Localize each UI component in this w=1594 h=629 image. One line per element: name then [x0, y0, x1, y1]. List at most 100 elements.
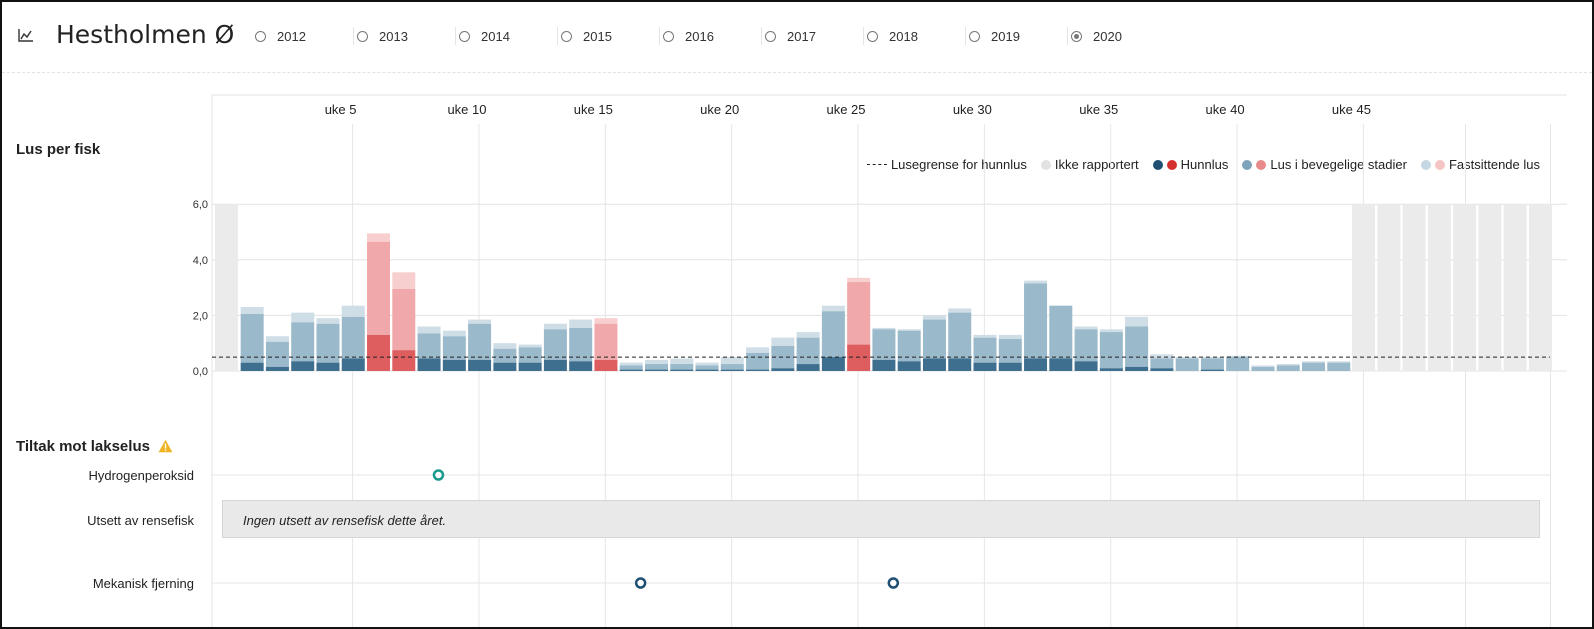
bar-bevegelige [1150, 358, 1174, 369]
blue-dot-icon [1152, 159, 1163, 170]
radio-icon[interactable] [867, 30, 878, 42]
bar-hunnlus [897, 361, 921, 371]
year-separator [659, 27, 660, 45]
bar-hunnlus [922, 358, 946, 371]
bar-fastsittende [670, 358, 694, 365]
tiltak-title-text: Tiltak mot lakselus [16, 438, 150, 455]
y-tick-label: 0,0 [193, 366, 208, 378]
bar-hunnlus [771, 368, 795, 371]
bar-fastsittende [1099, 329, 1123, 333]
year-separator [1067, 27, 1068, 45]
year-option-2018[interactable]: 2018 [864, 24, 966, 48]
bar-bevegelige [341, 316, 365, 359]
year-separator [557, 27, 558, 45]
year-option-2013[interactable]: 2013 [354, 24, 456, 48]
bar-fastsittende [619, 362, 643, 366]
radio-icon[interactable] [969, 30, 980, 42]
bar-fastsittende [973, 334, 997, 338]
legend: Lusegrense for hunnlus Ikke rapportert H… [866, 157, 1540, 172]
bar-bevegelige [442, 336, 466, 360]
bar-hunnlus [1049, 358, 1073, 371]
bar-hunnlus [594, 359, 618, 371]
treatment-marker [432, 469, 445, 481]
bar-fastsittende [392, 272, 416, 289]
bar-hunnlus [240, 362, 264, 371]
legend-limit[interactable]: Lusegrense for hunnlus [866, 157, 1027, 172]
bar-bevegelige [392, 288, 416, 351]
y-tick-label: 2,0 [193, 310, 208, 322]
year-label: 2013 [379, 28, 408, 44]
year-selector: 2012 2013 2014 2015 2016 2017 2018 2019 2020 [252, 24, 1170, 48]
bar-bevegelige [240, 314, 264, 363]
year-label: 2020 [1093, 28, 1122, 44]
year-separator [455, 27, 456, 45]
year-option-2017[interactable]: 2017 [762, 24, 864, 48]
warning-icon[interactable] [158, 439, 173, 453]
line-chart-icon[interactable] [18, 28, 34, 42]
legend-bevegelige[interactable]: Lus i bevegelige stadier [1242, 157, 1407, 172]
bar-fastsittende [695, 362, 719, 366]
year-option-2015[interactable]: 2015 [558, 24, 660, 48]
year-label: 2015 [583, 28, 612, 44]
blue-dot-icon [1242, 159, 1253, 170]
legend-hunnlus[interactable]: Hunnlus [1152, 157, 1228, 172]
treatment-marker [887, 577, 900, 589]
page-title: Hestholmen Ø [56, 20, 235, 49]
grey-dot-icon [1040, 159, 1051, 170]
bar-hunnlus [847, 344, 871, 371]
year-option-2019[interactable]: 2019 [966, 24, 1068, 48]
legend-fastsittende-label: Fastsittende lus [1448, 157, 1540, 172]
bar-bevegelige [1074, 329, 1098, 362]
bar-hunnlus [948, 358, 972, 371]
bar-hunnlus [619, 369, 643, 371]
radio-icon[interactable] [357, 30, 368, 42]
bar-bevegelige [1226, 357, 1250, 371]
bar-hunnlus [367, 334, 391, 371]
no-rensefisk-banner: Ingen utsett av rensefisk dette året. [222, 500, 1540, 538]
bar-fastsittende [1302, 361, 1326, 363]
legend-ikke-rapportert-label: Ikke rapportert [1054, 157, 1139, 172]
x-tick-label: uke 20 [700, 102, 739, 117]
bar-hunnlus [1200, 369, 1224, 371]
bar-bevegelige [821, 311, 845, 358]
bar-fastsittende [569, 319, 593, 328]
bar-hunnlus [695, 369, 719, 371]
bar-bevegelige [594, 323, 618, 360]
radio-icon[interactable] [561, 30, 572, 42]
bar-hunnlus [1074, 361, 1098, 371]
year-label: 2018 [889, 28, 918, 44]
year-option-2020[interactable]: 2020 [1068, 24, 1170, 48]
radio-icon[interactable] [663, 30, 674, 42]
year-label: 2014 [481, 28, 510, 44]
bar-fastsittende [265, 336, 289, 342]
bar-fastsittende [872, 327, 896, 330]
year-option-2014[interactable]: 2014 [456, 24, 558, 48]
year-option-2012[interactable]: 2012 [252, 24, 354, 48]
bar-hunnlus [872, 359, 896, 371]
bar-bevegelige [1175, 358, 1199, 371]
radio-icon[interactable] [255, 30, 266, 42]
not-reported-column [214, 204, 238, 371]
bar-bevegelige [948, 312, 972, 359]
legend-limit-label: Lusegrense for hunnlus [890, 157, 1027, 172]
bar-fastsittende [1175, 357, 1199, 359]
bar-hunnlus [442, 359, 466, 371]
bar-bevegelige [1125, 326, 1149, 367]
bar-fastsittende [1251, 365, 1275, 367]
year-option-2016[interactable]: 2016 [660, 24, 762, 48]
bar-hunnlus [265, 366, 289, 371]
legend-fastsittende[interactable]: Fastsittende lus [1420, 157, 1540, 172]
radio-icon[interactable] [459, 30, 470, 42]
tiltak-label-mekanisk: Mekanisk fjerning [92, 576, 194, 591]
bar-bevegelige [569, 327, 593, 362]
bar-bevegelige [1099, 332, 1123, 369]
bar-fastsittende [1276, 364, 1300, 366]
year-label: 2017 [787, 28, 816, 44]
radio-icon[interactable] [765, 30, 776, 42]
bar-fastsittende [341, 305, 365, 317]
year-separator [761, 27, 762, 45]
bar-hunnlus [291, 361, 315, 371]
radio-icon[interactable] [1071, 30, 1082, 42]
legend-ikke-rapportert[interactable]: Ikke rapportert [1040, 157, 1139, 172]
